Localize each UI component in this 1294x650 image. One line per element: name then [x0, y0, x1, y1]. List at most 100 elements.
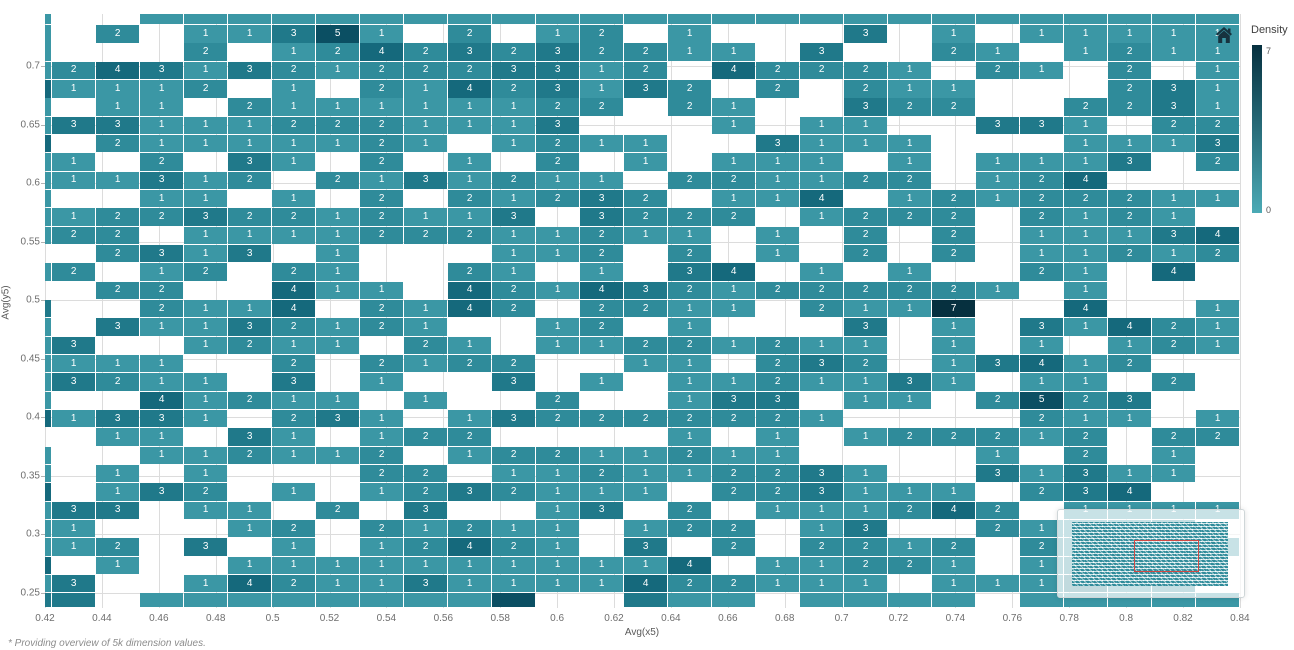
heatmap-cell[interactable]: 2 [228, 171, 272, 190]
heatmap-cell[interactable]: 2 [404, 61, 448, 80]
heatmap-cell[interactable] [756, 14, 800, 25]
heatmap-cell[interactable]: 1 [712, 373, 756, 391]
heatmap-cell[interactable]: 1 [184, 244, 228, 263]
heatmap-cell[interactable]: 1 [800, 409, 844, 428]
heatmap-cell[interactable]: 3 [228, 428, 272, 446]
heatmap-cell[interactable]: 1 [800, 501, 844, 520]
heatmap-cell[interactable] [976, 14, 1020, 25]
heatmap-cell[interactable]: 3 [448, 483, 492, 501]
heatmap-cell[interactable]: 1 [1020, 373, 1064, 391]
heatmap-cell[interactable]: 2 [1108, 43, 1152, 61]
heatmap-cell[interactable]: 3 [228, 318, 272, 336]
heatmap-cell[interactable] [316, 593, 360, 608]
heatmap-cell[interactable]: 1 [800, 116, 844, 135]
heatmap-cell[interactable]: 1 [1152, 25, 1196, 43]
heatmap-cell[interactable]: 1 [272, 336, 316, 355]
heatmap-cell[interactable]: 2 [1196, 153, 1240, 171]
heatmap-cell[interactable]: 2 [140, 208, 184, 226]
heatmap-cell[interactable]: 2 [888, 171, 932, 190]
heatmap-cell[interactable]: 2 [492, 79, 536, 98]
heatmap-cell[interactable]: 1 [140, 318, 184, 336]
heatmap-cell[interactable]: 3 [272, 373, 316, 391]
heatmap-cell[interactable] [45, 189, 52, 208]
heatmap-cell[interactable]: 1 [888, 538, 932, 556]
heatmap-cell[interactable]: 1 [800, 134, 844, 153]
heatmap-cell[interactable]: 1 [492, 98, 536, 116]
heatmap-cell[interactable]: 3 [140, 171, 184, 190]
heatmap-cell[interactable]: 1 [140, 98, 184, 116]
heatmap-cell[interactable]: 2 [404, 483, 448, 501]
heatmap-cell[interactable]: 1 [184, 171, 228, 190]
heatmap-cell[interactable] [800, 593, 844, 608]
heatmap-cell[interactable]: 2 [96, 281, 140, 300]
heatmap-cell[interactable]: 2 [1196, 428, 1240, 446]
heatmap-cell[interactable]: 3 [1152, 226, 1196, 245]
heatmap-cell[interactable]: 1 [844, 299, 888, 318]
heatmap-cell[interactable]: 1 [52, 171, 96, 190]
heatmap-cell[interactable]: 1 [184, 134, 228, 153]
heatmap-cell[interactable] [45, 464, 52, 483]
heatmap-cell[interactable]: 5 [1020, 391, 1064, 410]
heatmap-cell[interactable]: 2 [1108, 79, 1152, 98]
heatmap-cell[interactable]: 1 [1108, 134, 1152, 153]
heatmap-cell[interactable]: 1 [800, 574, 844, 593]
heatmap-cell[interactable]: 1 [492, 519, 536, 538]
heatmap-cell[interactable]: 1 [404, 318, 448, 336]
heatmap-cell[interactable]: 2 [404, 43, 448, 61]
heatmap-cell[interactable] [45, 134, 52, 153]
heatmap-cell[interactable]: 1 [624, 153, 668, 171]
heatmap-cell[interactable]: 1 [1196, 409, 1240, 428]
heatmap-cell[interactable]: 2 [756, 373, 800, 391]
heatmap-cell[interactable]: 1 [448, 574, 492, 593]
heatmap-cell[interactable]: 1 [404, 354, 448, 373]
heatmap-cell[interactable] [45, 171, 52, 190]
heatmap-cell[interactable]: 1 [1064, 354, 1108, 373]
heatmap-cell[interactable]: 2 [712, 538, 756, 556]
heatmap-cell[interactable] [888, 593, 932, 608]
heatmap-cell[interactable]: 1 [448, 98, 492, 116]
heatmap-cell[interactable]: 2 [52, 61, 96, 80]
heatmap-cell[interactable]: 1 [932, 318, 976, 336]
heatmap-cell[interactable]: 3 [140, 244, 184, 263]
heatmap-cell[interactable]: 1 [888, 391, 932, 410]
heatmap-cell[interactable]: 1 [96, 98, 140, 116]
heatmap-cell[interactable]: 2 [492, 538, 536, 556]
heatmap-cell[interactable]: 3 [580, 501, 624, 520]
heatmap-cell[interactable]: 4 [96, 61, 140, 80]
heatmap-cell[interactable]: 1 [52, 79, 96, 98]
heatmap-cell[interactable]: 1 [888, 61, 932, 80]
heatmap-cell[interactable]: 2 [756, 79, 800, 98]
heatmap-cell[interactable]: 1 [668, 354, 712, 373]
heatmap-cell[interactable]: 1 [52, 409, 96, 428]
heatmap-cell[interactable]: 3 [800, 43, 844, 61]
heatmap-cell[interactable]: 2 [712, 483, 756, 501]
heatmap-cell[interactable]: 3 [536, 43, 580, 61]
heatmap-cell[interactable]: 1 [184, 391, 228, 410]
heatmap-cell[interactable]: 2 [228, 391, 272, 410]
heatmap-cell[interactable]: 1 [888, 263, 932, 281]
heatmap-cell[interactable]: 3 [976, 354, 1020, 373]
heatmap-cell[interactable]: 2 [976, 61, 1020, 80]
heatmap-cell[interactable]: 1 [360, 98, 404, 116]
heatmap-cell[interactable]: 1 [492, 134, 536, 153]
heatmap-cell[interactable]: 1 [1020, 574, 1064, 593]
heatmap-cell[interactable]: 1 [184, 116, 228, 135]
heatmap-cell[interactable] [404, 14, 448, 25]
heatmap-cell[interactable]: 2 [536, 153, 580, 171]
heatmap-cell[interactable]: 1 [800, 171, 844, 190]
heatmap-cell[interactable]: 1 [140, 263, 184, 281]
heatmap-cell[interactable]: 1 [96, 464, 140, 483]
heatmap-cell[interactable] [45, 593, 52, 608]
heatmap-cell[interactable]: 1 [932, 373, 976, 391]
heatmap-cell[interactable]: 2 [844, 556, 888, 575]
heatmap-cell[interactable]: 1 [492, 226, 536, 245]
heatmap-cell[interactable]: 3 [492, 208, 536, 226]
heatmap-cell[interactable]: 1 [800, 263, 844, 281]
heatmap-cell[interactable]: 1 [1064, 373, 1108, 391]
heatmap-cell[interactable]: 2 [976, 501, 1020, 520]
heatmap-cell[interactable]: 4 [448, 281, 492, 300]
heatmap-cell[interactable]: 1 [888, 153, 932, 171]
heatmap-cell[interactable]: 1 [932, 354, 976, 373]
heatmap-cell[interactable]: 2 [888, 208, 932, 226]
heatmap-cell[interactable] [45, 79, 52, 98]
